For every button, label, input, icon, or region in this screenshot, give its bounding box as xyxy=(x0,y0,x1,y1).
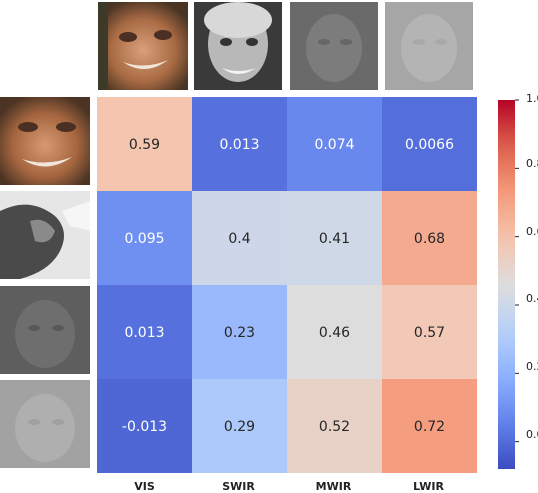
heatmap-cell-value: -0.013 xyxy=(122,419,167,435)
heatmap-cell xyxy=(192,191,287,285)
heatmap-cell xyxy=(382,379,477,473)
heatmap-cell-value: 0.0066 xyxy=(405,137,454,153)
heatmap-cell xyxy=(287,285,382,379)
colorbar-tick-label: 0.8 xyxy=(526,157,538,170)
column-image-mwir xyxy=(290,2,378,90)
heatmap-cell-value: 0.46 xyxy=(319,325,350,341)
row-image-vis xyxy=(0,97,90,185)
heatmap-cell-value: 0.074 xyxy=(314,137,354,153)
heatmap-cell xyxy=(382,97,477,191)
column-image-lwir xyxy=(385,2,473,90)
heatmap-cell xyxy=(192,285,287,379)
heatmap-cell-value: 0.095 xyxy=(124,231,164,247)
heatmap-cell xyxy=(97,379,192,473)
column-image-vis xyxy=(98,2,188,90)
heatmap-cell-value: 0.52 xyxy=(319,419,350,435)
row-image-mwir xyxy=(0,286,90,374)
heatmap-cell-value: 0.59 xyxy=(129,137,160,153)
heatmap-cell-value: 0.41 xyxy=(319,231,350,247)
column-label-lwir: LWIR xyxy=(413,480,444,493)
colorbar-tick-label: 0.0 xyxy=(526,428,538,441)
heatmap-cell-value: 0.23 xyxy=(224,325,255,341)
heatmap-cell-value: 0.68 xyxy=(414,231,445,247)
heatmap-cell xyxy=(97,285,192,379)
heatmap-cell-value: 0.57 xyxy=(414,325,445,341)
heatmap-cell-value: 0.4 xyxy=(228,231,250,247)
colorbar xyxy=(498,100,515,469)
heatmap-cell-value: 0.72 xyxy=(414,419,445,435)
column-label-mwir: MWIR xyxy=(315,480,352,493)
heatmap-cell xyxy=(382,191,477,285)
heatmap-cell-value: 0.013 xyxy=(219,137,259,153)
heatmap-cell xyxy=(287,97,382,191)
heatmap-cell xyxy=(97,191,192,285)
row-image-lwir xyxy=(0,380,90,468)
heatmap-cell-value: 0.013 xyxy=(124,325,164,341)
colorbar-tick-label: 1.0 xyxy=(526,92,538,105)
colorbar-tick-label: 0.4 xyxy=(526,292,538,305)
heatmap-cell xyxy=(97,97,192,191)
colorbar-tick-label: 0.6 xyxy=(526,225,538,238)
column-label-swir: SWIR xyxy=(222,480,255,493)
row-image-swir xyxy=(0,191,90,279)
heatmap-cell xyxy=(192,379,287,473)
heatmap-cell xyxy=(287,379,382,473)
colorbar-tick-label: 0.2 xyxy=(526,360,538,373)
heatmap-cell-value: 0.29 xyxy=(224,419,255,435)
heatmap-cell xyxy=(287,191,382,285)
heatmap-cell xyxy=(382,285,477,379)
column-image-swir xyxy=(194,2,282,90)
heatmap-cell xyxy=(192,97,287,191)
column-label-vis: VIS xyxy=(134,480,155,493)
